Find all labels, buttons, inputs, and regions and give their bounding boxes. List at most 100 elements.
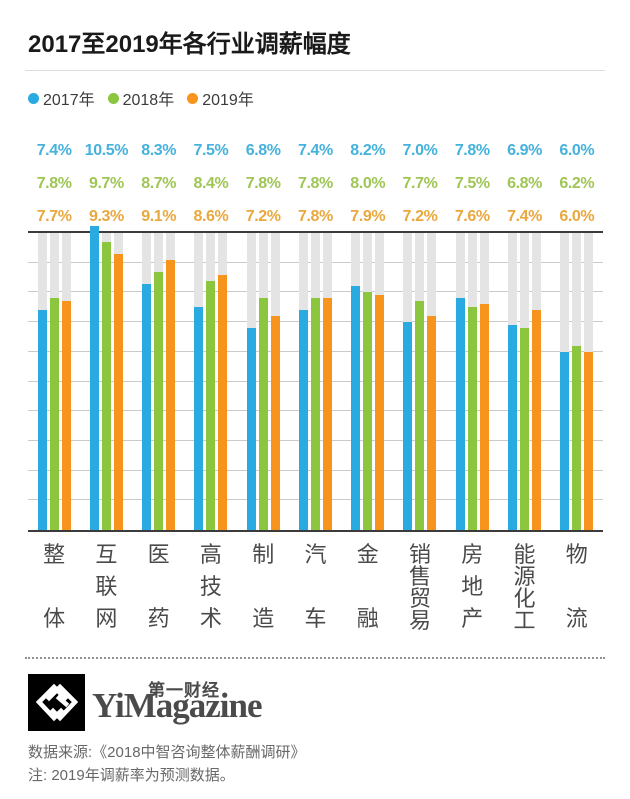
bar	[142, 283, 152, 530]
category-char: 制	[252, 542, 275, 567]
legend-item: 2018年	[107, 86, 175, 110]
category-label: 金融	[342, 544, 394, 630]
bar	[584, 351, 594, 530]
bar	[467, 307, 477, 530]
value-label: 8.6%	[193, 207, 229, 225]
value-label: 7.4%	[36, 141, 72, 159]
value-label: 7.5%	[193, 141, 229, 159]
value-label: 7.8%	[298, 207, 333, 225]
bar-group	[237, 233, 289, 530]
yimagazine-logo-icon	[28, 674, 85, 731]
legend-item: 2019年	[187, 86, 254, 110]
bar-slot	[258, 233, 268, 530]
category-label: 房地产	[446, 544, 498, 630]
bar-slot	[270, 233, 280, 530]
bar-slot	[194, 233, 204, 530]
bar-slot	[49, 233, 59, 530]
bar-group	[342, 233, 394, 530]
bar	[101, 241, 111, 530]
category-label: 高技术	[185, 544, 237, 630]
bar	[403, 322, 413, 530]
value-label: 7.5%	[454, 174, 490, 192]
value-label: 6.8%	[245, 141, 281, 159]
brand-name-cn: 第一财经	[148, 681, 220, 700]
value-label: 7.9%	[350, 207, 386, 225]
category-label: 能源化工	[498, 544, 550, 632]
bar	[415, 301, 425, 530]
bar-slot	[310, 233, 320, 530]
bar	[270, 316, 280, 530]
bar-slot	[142, 233, 152, 530]
value-label: 8.3%	[141, 141, 177, 159]
category-char: 地	[461, 574, 484, 599]
bar	[49, 298, 59, 530]
category-char: 易	[408, 608, 431, 633]
category-label: 医药	[133, 544, 185, 630]
bar-slot	[508, 233, 518, 530]
bar-chart	[28, 226, 603, 532]
forecast-note: 注: 2019年调薪率为预测数据。	[28, 767, 235, 784]
value-label: 9.3%	[88, 207, 124, 225]
category-label: 整体	[28, 544, 80, 630]
value-label: 7.0%	[402, 141, 438, 159]
category-char: 造	[252, 606, 275, 631]
category-char: 互	[95, 542, 118, 567]
legend-dot-icon	[28, 92, 39, 104]
bar-slot	[532, 233, 542, 530]
category-char: 体	[43, 606, 66, 631]
bar	[206, 280, 216, 530]
value-label: 7.8%	[245, 174, 281, 192]
bar	[375, 295, 385, 530]
category-label: 制造	[237, 544, 289, 630]
value-label: 8.7%	[141, 174, 177, 192]
bar	[166, 259, 176, 530]
bar-slot	[455, 233, 465, 530]
bar	[520, 328, 530, 530]
page-title: 2017至2019年各行业调薪幅度	[28, 31, 351, 58]
category-char: 联	[95, 574, 118, 599]
legend-dot-icon	[107, 92, 119, 104]
legend-dot-icon	[187, 92, 199, 104]
bar	[572, 345, 582, 530]
brand-name-en: YiMagazine	[92, 686, 262, 725]
value-label: 7.8%	[298, 174, 333, 192]
bar-groups	[28, 226, 603, 530]
category-char: 金	[356, 542, 379, 567]
category-labels: 整体互联网医药高技术制造汽车金融销售贸易房地产能源化工物流	[28, 542, 603, 633]
bar	[154, 271, 164, 530]
bar-slot	[351, 233, 361, 530]
bar	[322, 298, 332, 530]
value-label: 10.5%	[84, 141, 129, 159]
bar-slot	[113, 233, 123, 530]
bar	[113, 253, 123, 530]
bar	[363, 292, 373, 530]
bar	[455, 298, 465, 530]
value-label: 7.7%	[36, 207, 72, 225]
bar-slot	[363, 233, 373, 530]
bar-group	[394, 233, 446, 530]
value-label: 6.2%	[559, 174, 595, 192]
bar-slot	[467, 233, 477, 530]
bar-slot	[584, 233, 594, 530]
bar-group	[133, 233, 185, 530]
legend-label: 2018年	[122, 92, 175, 109]
footer-divider	[25, 657, 605, 659]
legend-item: 2017年	[28, 86, 95, 110]
bar-group	[80, 226, 132, 530]
bar-slot	[218, 233, 228, 530]
bar-group	[185, 233, 237, 530]
category-label: 汽车	[289, 544, 341, 630]
bar	[218, 274, 228, 530]
bar-slot	[298, 233, 308, 530]
bar	[258, 298, 268, 530]
bar	[560, 351, 570, 530]
category-char: 房	[461, 542, 484, 567]
category-char: 医	[147, 542, 170, 567]
category-char: 销	[408, 542, 431, 567]
title-divider	[25, 70, 605, 71]
value-label: 7.4%	[298, 141, 333, 159]
category-char: 整	[43, 542, 66, 567]
value-label-row: 7.7% 9.3% 9.1% 8.6% 7.2% 7.8% 7.9% 7.2% 7.6% 7.4%…	[28, 200, 603, 233]
category-char: 技	[199, 574, 222, 599]
